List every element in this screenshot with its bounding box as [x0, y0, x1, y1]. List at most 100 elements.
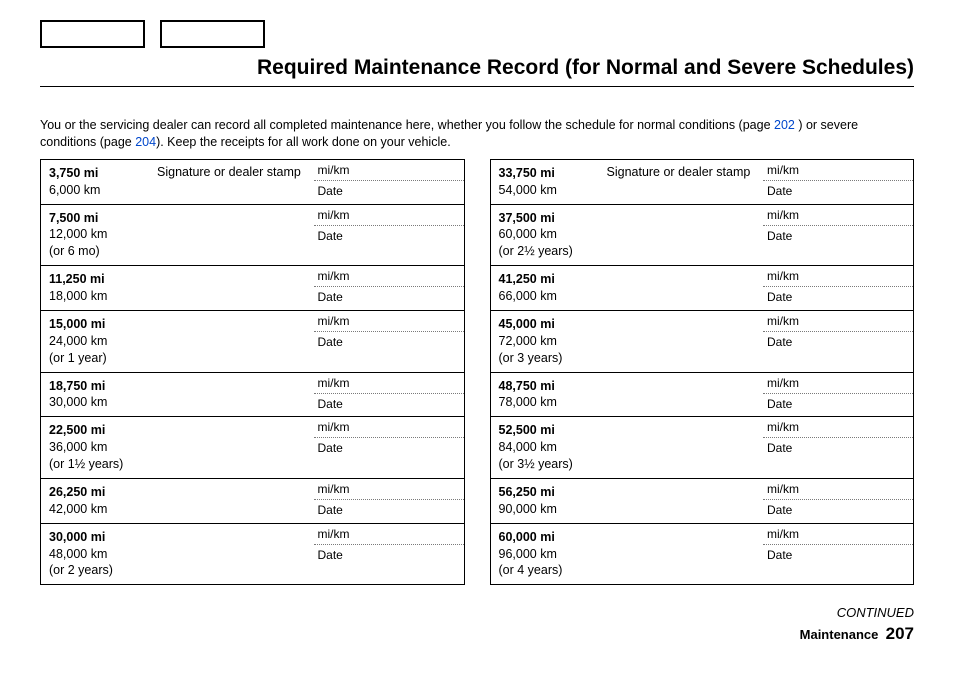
interval-cell: 30,000 mi48,000 km(or 2 years) [41, 524, 151, 585]
signature-cell [151, 479, 314, 523]
mi-km-field: mi/km [763, 160, 913, 181]
table-row: 15,000 mi24,000 km(or 1 year)mi/kmDate [41, 310, 464, 372]
mi-km-field: mi/km [763, 373, 913, 394]
interval-miles: 52,500 mi [499, 422, 595, 439]
mi-km-field: mi/km [763, 417, 913, 438]
interval-cell: 7,500 mi12,000 km(or 6 mo) [41, 205, 151, 266]
mi-km-field: mi/km [314, 160, 464, 181]
interval-km: 60,000 km [499, 226, 595, 243]
interval-miles: 11,250 mi [49, 271, 145, 288]
interval-cell: 33,750 mi54,000 km [491, 160, 601, 204]
interval-km: 30,000 km [49, 394, 145, 411]
interval-miles: 45,000 mi [499, 316, 595, 333]
date-field: Date [763, 500, 913, 521]
interval-cell: 22,500 mi36,000 km(or 1½ years) [41, 417, 151, 478]
maintenance-tables: 3,750 mi6,000 kmSignature or dealer stam… [40, 159, 914, 586]
record-fields: mi/kmDate [314, 205, 464, 266]
signature-cell [601, 479, 764, 523]
record-fields: mi/kmDate [314, 417, 464, 478]
date-field: Date [314, 545, 464, 566]
interval-cell: 11,250 mi18,000 km [41, 266, 151, 310]
signature-cell [601, 311, 764, 372]
interval-cell: 56,250 mi90,000 km [491, 479, 601, 523]
date-field: Date [314, 287, 464, 308]
interval-miles: 18,750 mi [49, 378, 145, 395]
date-field: Date [763, 438, 913, 459]
mi-km-field: mi/km [314, 205, 464, 226]
date-field: Date [763, 394, 913, 415]
interval-cell: 18,750 mi30,000 km [41, 373, 151, 417]
table-row: 11,250 mi18,000 km mi/kmDate [41, 265, 464, 310]
mi-km-field: mi/km [763, 311, 913, 332]
signature-cell [151, 417, 314, 478]
date-field: Date [314, 394, 464, 415]
record-fields: mi/kmDate [314, 479, 464, 523]
page-title: Required Maintenance Record (for Normal … [40, 56, 914, 87]
interval-miles: 60,000 mi [499, 529, 595, 546]
date-field: Date [314, 226, 464, 247]
table-row: 52,500 mi84,000 km(or 3½ years) mi/kmDate [491, 416, 914, 478]
table-row: 30,000 mi48,000 km(or 2 years) mi/kmDate [41, 523, 464, 585]
table-row: 22,500 mi36,000 km(or 1½ years) mi/kmDate [41, 416, 464, 478]
mi-km-field: mi/km [314, 266, 464, 287]
interval-miles: 33,750 mi [499, 165, 595, 182]
record-fields: mi/kmDate [763, 479, 913, 523]
interval-km: 72,000 km [499, 333, 595, 350]
record-fields: mi/kmDate [763, 524, 913, 585]
interval-cell: 41,250 mi66,000 km [491, 266, 601, 310]
interval-miles: 22,500 mi [49, 422, 145, 439]
interval-miles: 3,750 mi [49, 165, 145, 182]
table-row: 41,250 mi66,000 km mi/kmDate [491, 265, 914, 310]
page-number: 207 [886, 624, 914, 643]
header-box-1 [40, 20, 145, 48]
record-fields: mi/kmDate [763, 160, 913, 204]
date-field: Date [314, 438, 464, 459]
signature-cell [151, 205, 314, 266]
mi-km-field: mi/km [763, 479, 913, 500]
interval-cell: 37,500 mi60,000 km(or 2½ years) [491, 205, 601, 266]
interval-km: 18,000 km [49, 288, 145, 305]
record-fields: mi/kmDate [763, 266, 913, 310]
interval-cell: 26,250 mi42,000 km [41, 479, 151, 523]
interval-km: 96,000 km [499, 546, 595, 563]
record-fields: mi/kmDate [314, 266, 464, 310]
table-row: 33,750 mi54,000 kmSignature or dealer st… [491, 159, 914, 204]
date-field: Date [314, 332, 464, 353]
mi-km-field: mi/km [763, 205, 913, 226]
date-field: Date [763, 287, 913, 308]
signature-cell [151, 266, 314, 310]
signature-cell [601, 417, 764, 478]
header-box-2 [160, 20, 265, 48]
interval-time: (or 3 years) [499, 350, 595, 367]
interval-km: 78,000 km [499, 394, 595, 411]
interval-miles: 48,750 mi [499, 378, 595, 395]
table-row: 3,750 mi6,000 kmSignature or dealer stam… [41, 159, 464, 204]
signature-cell: Signature or dealer stamp [151, 160, 314, 204]
intro-part1: You or the servicing dealer can record a… [40, 118, 774, 132]
page-link-204[interactable]: 204 [135, 135, 156, 149]
interval-cell: 60,000 mi96,000 km(or 4 years) [491, 524, 601, 585]
intro-part3: ). Keep the receipts for all work done o… [156, 135, 451, 149]
record-fields: mi/kmDate [763, 417, 913, 478]
signature-cell [151, 373, 314, 417]
interval-time: (or 2 years) [49, 562, 145, 579]
interval-km: 36,000 km [49, 439, 145, 456]
interval-km: 90,000 km [499, 501, 595, 518]
interval-time: (or 1 year) [49, 350, 145, 367]
maintenance-record-page: Required Maintenance Record (for Normal … [0, 0, 954, 664]
signature-cell [601, 205, 764, 266]
record-fields: mi/kmDate [763, 205, 913, 266]
interval-cell: 52,500 mi84,000 km(or 3½ years) [491, 417, 601, 478]
signature-cell [601, 266, 764, 310]
interval-km: 48,000 km [49, 546, 145, 563]
table-row: 60,000 mi96,000 km(or 4 years) mi/kmDate [491, 523, 914, 585]
signature-cell [151, 524, 314, 585]
mi-km-field: mi/km [314, 311, 464, 332]
interval-miles: 30,000 mi [49, 529, 145, 546]
record-fields: mi/kmDate [314, 524, 464, 585]
interval-miles: 37,500 mi [499, 210, 595, 227]
interval-miles: 7,500 mi [49, 210, 145, 227]
page-link-202[interactable]: 202 [774, 118, 795, 132]
interval-cell: 45,000 mi72,000 km(or 3 years) [491, 311, 601, 372]
date-field: Date [763, 226, 913, 247]
